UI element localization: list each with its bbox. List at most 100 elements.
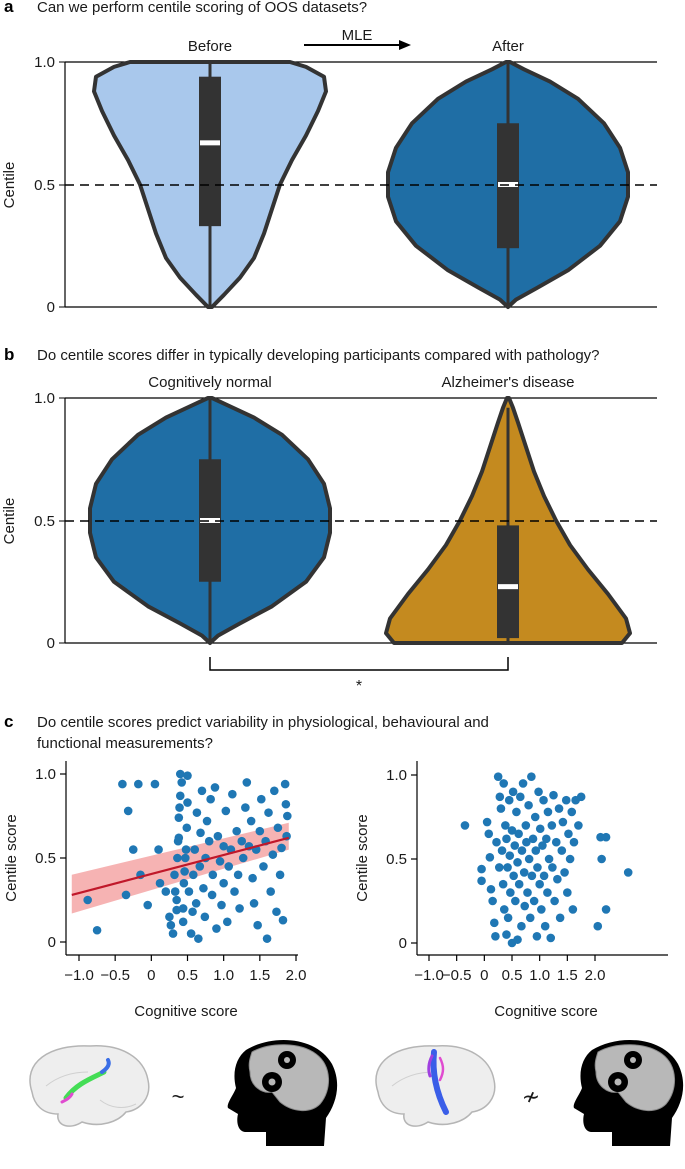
data-point — [188, 907, 197, 917]
data-point — [280, 779, 290, 789]
data-point — [183, 798, 192, 807]
data-point — [186, 929, 196, 938]
data-point — [543, 807, 553, 817]
significance-star: * — [356, 678, 362, 695]
data-point — [230, 887, 239, 896]
panel-b-question: Do centile scores differ in typically de… — [37, 347, 600, 364]
xtick-label: −0.5 — [100, 967, 130, 984]
data-point — [221, 806, 231, 816]
data-point — [190, 845, 200, 854]
data-point — [273, 823, 283, 833]
data-point — [264, 808, 273, 817]
data-point — [495, 792, 505, 802]
data-point — [493, 772, 503, 781]
data-point — [128, 845, 138, 854]
data-point — [533, 863, 542, 872]
data-point — [504, 795, 514, 805]
alzheimers-median-marker — [498, 584, 518, 590]
data-point — [174, 833, 184, 843]
data-point — [623, 868, 633, 877]
x-axis-label: Cognitive score — [494, 1003, 597, 1020]
data-point — [249, 899, 259, 908]
ytick-label: 0.5 — [386, 851, 407, 868]
ytick-label: 0 — [48, 934, 56, 951]
ytick-label: 0 — [399, 935, 407, 952]
data-point — [521, 821, 531, 830]
brain-icon — [248, 1044, 329, 1111]
data-point — [488, 896, 497, 906]
data-point — [246, 816, 256, 826]
not-similar-symbol: ≁ — [522, 1084, 540, 1109]
data-point — [514, 879, 524, 889]
data-point — [507, 826, 517, 835]
data-point — [199, 883, 208, 893]
data-point — [532, 931, 542, 941]
data-point — [281, 799, 291, 809]
data-point — [233, 870, 243, 880]
ytick-label: 0 — [47, 299, 55, 316]
data-point — [170, 870, 179, 880]
panel-a-question: Can we perform centile scoring of OOS da… — [37, 0, 367, 16]
data-point — [177, 778, 187, 787]
data-point — [168, 929, 178, 938]
data-point — [518, 779, 528, 788]
data-point — [484, 829, 494, 839]
data-point — [546, 933, 556, 943]
data-point — [482, 817, 492, 827]
data-point — [503, 863, 512, 872]
data-point — [219, 878, 228, 888]
data-point — [601, 832, 611, 842]
data-point — [215, 857, 225, 866]
data-point — [181, 853, 190, 863]
data-point — [513, 935, 522, 944]
y-axis-label: Centile score — [354, 814, 371, 902]
data-point — [498, 879, 508, 889]
data-point — [554, 804, 564, 813]
ytick-label: 0.5 — [34, 513, 55, 530]
data-point — [268, 850, 278, 859]
data-point — [508, 787, 518, 797]
before-median-marker — [200, 140, 220, 146]
data-point — [499, 779, 509, 788]
data-point — [210, 783, 220, 792]
data-point — [192, 808, 202, 817]
ytick-label: 0 — [47, 635, 55, 652]
xtick-label: 0 — [480, 967, 488, 984]
data-point — [173, 853, 182, 863]
data-point — [506, 888, 515, 897]
data-point — [530, 812, 540, 822]
data-point — [196, 828, 205, 838]
data-point — [516, 792, 525, 802]
data-point — [550, 896, 559, 906]
data-point — [134, 779, 143, 789]
data-point — [517, 921, 526, 931]
data-point — [535, 879, 544, 889]
data-point — [529, 896, 539, 906]
data-point — [549, 790, 558, 800]
data-point — [561, 795, 571, 805]
xtick-label: −0.5 — [442, 967, 472, 984]
xtick-label: 1.0 — [529, 967, 550, 984]
data-point — [576, 792, 586, 802]
data-point — [242, 778, 252, 787]
data-point — [241, 803, 250, 812]
data-point — [161, 887, 171, 896]
data-point — [172, 895, 181, 905]
data-point — [522, 837, 531, 847]
data-point — [262, 934, 272, 943]
data-point — [489, 918, 499, 928]
data-point — [175, 769, 185, 779]
data-point — [219, 841, 228, 851]
data-point — [509, 871, 518, 881]
data-point — [502, 930, 511, 939]
data-point — [501, 821, 510, 830]
panel-c-letter: c — [4, 712, 13, 731]
data-point — [569, 837, 579, 847]
y-ticks: 1.0 0.5 0 — [34, 54, 65, 316]
xtick-label: 0.5 — [177, 967, 198, 984]
data-point — [519, 868, 529, 877]
data-point — [524, 854, 534, 864]
data-point — [118, 779, 127, 789]
data-point — [477, 876, 486, 886]
